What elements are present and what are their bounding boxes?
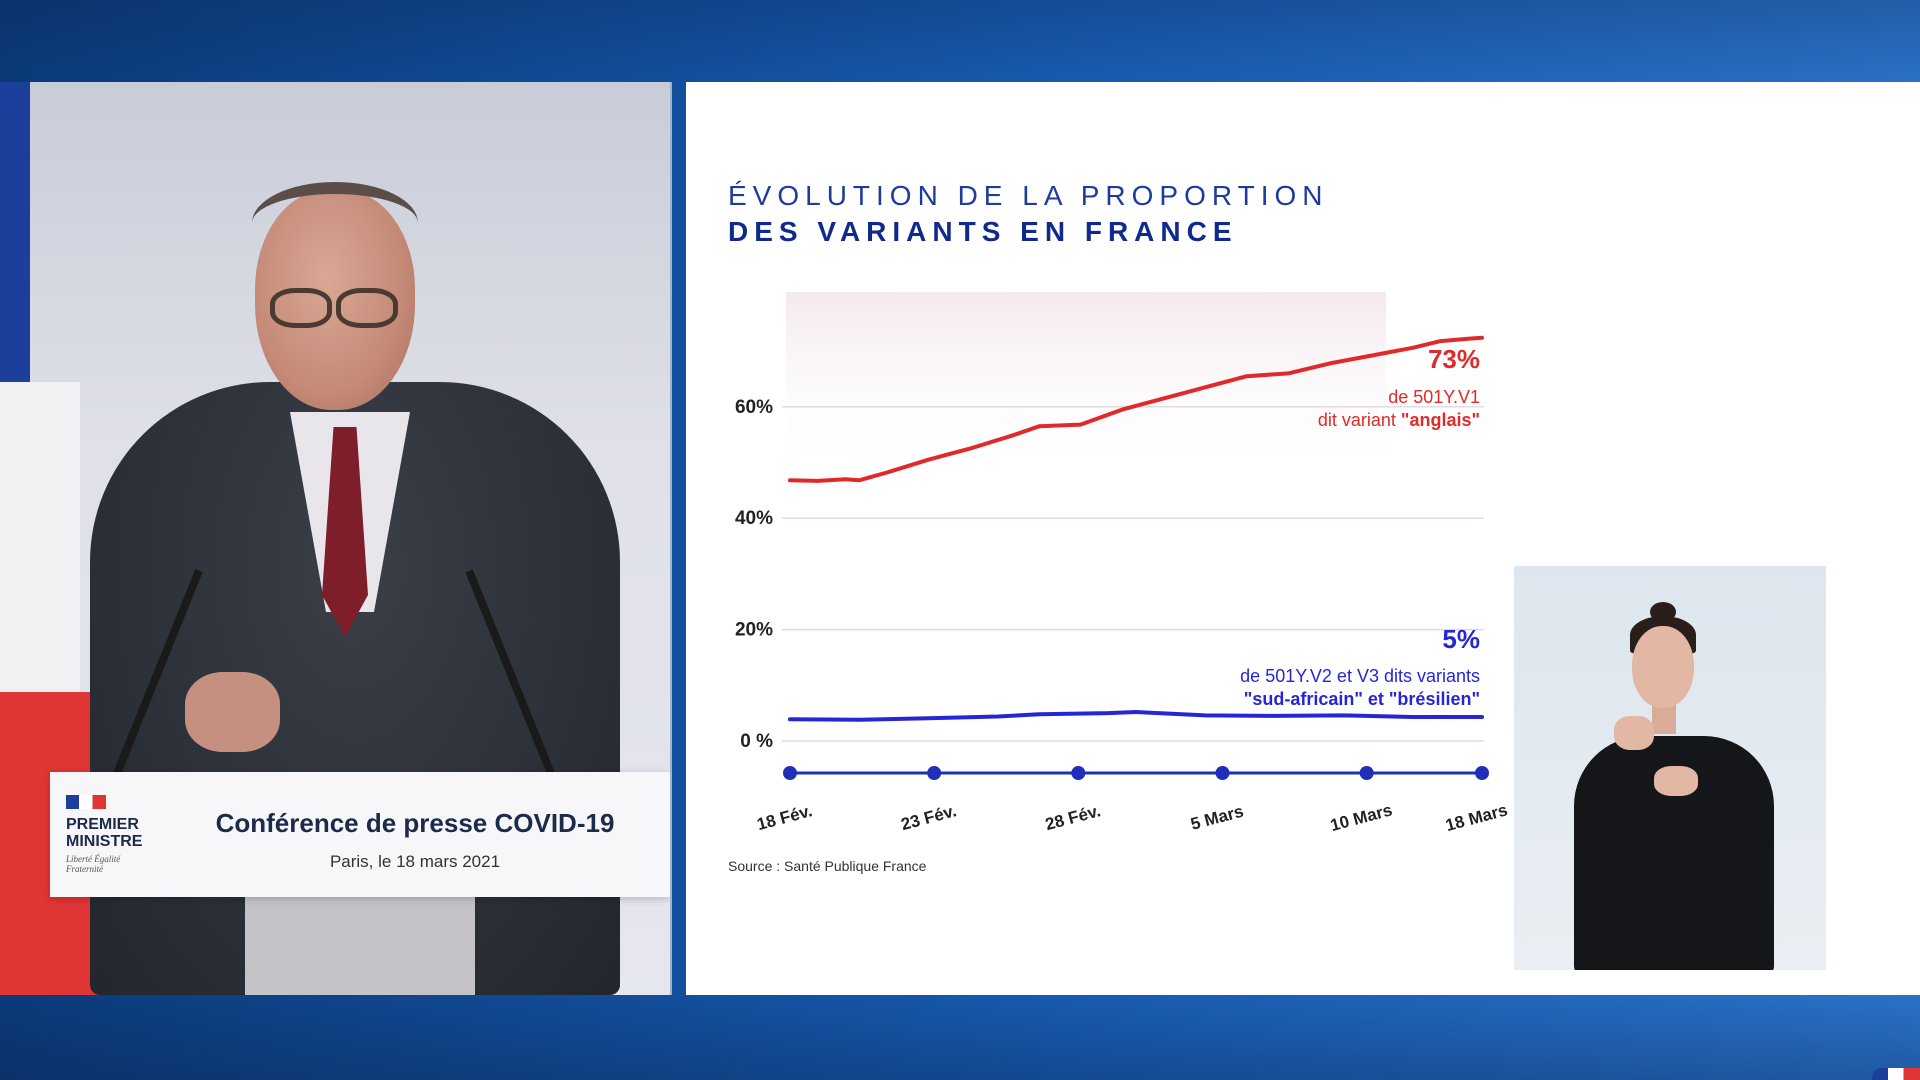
interpreter-hand-left: [1614, 716, 1654, 750]
sa-br-variant-label-line1: de 501Y.V2 et V3 dits variants: [1240, 666, 1480, 686]
interpreter-head: [1632, 626, 1694, 708]
speaker-hair: [252, 182, 418, 264]
y-tick-label: 40%: [735, 508, 773, 529]
chart-title-line2: DES VARIANTS EN FRANCE: [728, 216, 1238, 247]
x-tick-label: 5 Mars: [1189, 802, 1246, 834]
logo-line1: PREMIER: [66, 816, 139, 833]
x-tick-label: 23 Fév.: [899, 801, 958, 834]
timeline-dot: [1071, 766, 1086, 780]
logo-motto: Liberté Égalité Fraternité: [66, 854, 121, 874]
logo-line2: MINISTRE: [66, 833, 143, 850]
podium-subtitle: Paris, le 18 mars 2021: [329, 852, 501, 871]
x-tick-label: 28 Fév.: [1043, 801, 1102, 834]
sign-language-interpreter-video: [1514, 566, 1826, 970]
chart-source: Source : Santé Publique France: [728, 858, 927, 874]
speaker-video: PREMIER MINISTRE Liberté Égalité Fratern…: [0, 82, 672, 995]
y-tick-label: 60%: [735, 397, 773, 418]
podium-sign: PREMIER MINISTRE Liberté Égalité Fratern…: [50, 772, 670, 897]
marianne-logo-icon: [66, 795, 106, 809]
series-line-1: [788, 710, 1484, 722]
uk-variant-label-line1: de 501Y.V1: [1388, 387, 1480, 407]
timeline-dot: [783, 766, 797, 780]
y-tick-label: 20%: [735, 620, 773, 641]
series-line-0: [788, 335, 1484, 483]
uk-variant-value-label: 73%: [1428, 344, 1480, 374]
timeline-dot: [927, 766, 942, 780]
uk-variant-label-bold: "anglais": [1401, 410, 1480, 430]
x-tick-label: 18 Fév.: [755, 801, 814, 834]
chart-title-line1: ÉVOLUTION DE LA PROPORTION: [728, 180, 1329, 211]
podium-base: [245, 897, 475, 995]
variants-line-chart: 0 % 20% 40% 60% 18 Fév. 23 Fév. 28 Fév. 5 Mars…: [735, 292, 1510, 835]
interpreter-hair-bun: [1650, 602, 1676, 622]
premier-ministre-logo: PREMIER MINISTRE: [66, 816, 156, 850]
uk-variant-label-line2: dit variant "anglais": [1318, 410, 1480, 430]
speaker-glasses: [270, 288, 400, 328]
uk-variant-label-prefix: dit variant: [1318, 410, 1401, 430]
timeline-dot: [1475, 766, 1489, 780]
x-tick-label: 18 Mars: [1444, 800, 1510, 835]
interpreter-neck: [1652, 704, 1676, 734]
x-tick-label: 10 Mars: [1328, 800, 1394, 835]
interpreter-hand-right: [1654, 766, 1698, 796]
podium-title: Conférence de presse COVID-19: [215, 808, 615, 838]
sa-br-variant-label-line2: "sud-africain" et "brésilien": [1244, 689, 1480, 709]
corner-flag-icon: [1872, 1068, 1920, 1080]
y-tick-label: 0 %: [740, 731, 773, 752]
chart-highlight-band: [786, 292, 1386, 482]
timeline-dot: [1359, 766, 1374, 780]
timeline-dot: [1215, 766, 1230, 780]
sa-br-variant-value-label: 5%: [1442, 624, 1480, 654]
speaker-hand: [185, 672, 280, 752]
